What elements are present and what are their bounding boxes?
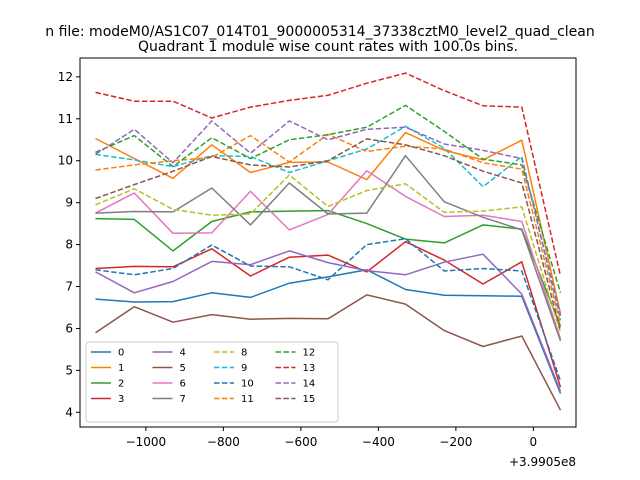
series-line-14 xyxy=(95,120,562,317)
series-line-0 xyxy=(95,269,562,394)
y-tick-label: 8 xyxy=(65,238,73,252)
legend-label: 1 xyxy=(118,363,124,374)
series-line-7 xyxy=(95,154,562,342)
x-tick-label: −800 xyxy=(207,435,240,449)
legend-label: 4 xyxy=(180,348,186,359)
y-tick-label: 7 xyxy=(65,280,73,294)
y-tick-label: 9 xyxy=(65,196,73,210)
series-line-11 xyxy=(95,133,562,325)
figure-suptitle: n file: modeM0/AS1C07_014T01_9000005314_… xyxy=(45,24,594,40)
x-tick-label: −1000 xyxy=(126,435,167,449)
legend-label: 14 xyxy=(303,379,316,390)
y-tick-label: 6 xyxy=(65,321,73,335)
series-line-10 xyxy=(95,237,562,382)
y-tick-label: 10 xyxy=(58,154,73,168)
legend-box xyxy=(85,341,339,423)
x-tick-label: −600 xyxy=(284,435,317,449)
series-line-8 xyxy=(95,174,562,333)
series-line-4 xyxy=(95,250,562,392)
x-offset-label: +3.9905e8 xyxy=(509,455,576,469)
legend-label: 10 xyxy=(241,379,254,390)
y-tick-label: 11 xyxy=(58,112,73,126)
y-axis: 4 5 6 7 8 9 10 11 12 xyxy=(58,70,80,419)
series-line-2 xyxy=(95,209,562,327)
x-tick-label: 0 xyxy=(530,435,538,449)
legend-label: 8 xyxy=(241,348,247,359)
legend-label: 12 xyxy=(303,348,316,359)
y-tick-label: 5 xyxy=(65,363,73,377)
plot-area xyxy=(95,72,562,411)
legend-label: 9 xyxy=(241,363,247,374)
x-axis: −1000 −800 −600 −400 −200 0 xyxy=(126,427,538,449)
legend-label: 7 xyxy=(180,394,186,405)
y-tick-label: 12 xyxy=(58,70,73,84)
legend-label: 0 xyxy=(118,348,124,359)
x-tick-label: −400 xyxy=(362,435,395,449)
legend-label: 11 xyxy=(241,394,254,405)
legend-label: 2 xyxy=(118,379,124,390)
legend-label: 13 xyxy=(303,363,316,374)
axes-frame xyxy=(79,57,577,428)
legend-label: 15 xyxy=(303,394,316,405)
legend-label: 6 xyxy=(180,379,186,390)
y-tick-label: 4 xyxy=(65,405,73,419)
x-tick-label: −200 xyxy=(439,435,472,449)
legend-label: 5 xyxy=(180,363,186,374)
series-line-13 xyxy=(95,72,562,277)
series-line-1 xyxy=(95,131,562,314)
series-line-15 xyxy=(95,138,562,331)
series-line-5 xyxy=(95,294,562,411)
chart-title: Quadrant 1 module wise count rates with … xyxy=(138,39,518,55)
series-line-3 xyxy=(95,240,562,388)
legend-label: 3 xyxy=(118,394,124,405)
series-line-12 xyxy=(95,104,562,294)
